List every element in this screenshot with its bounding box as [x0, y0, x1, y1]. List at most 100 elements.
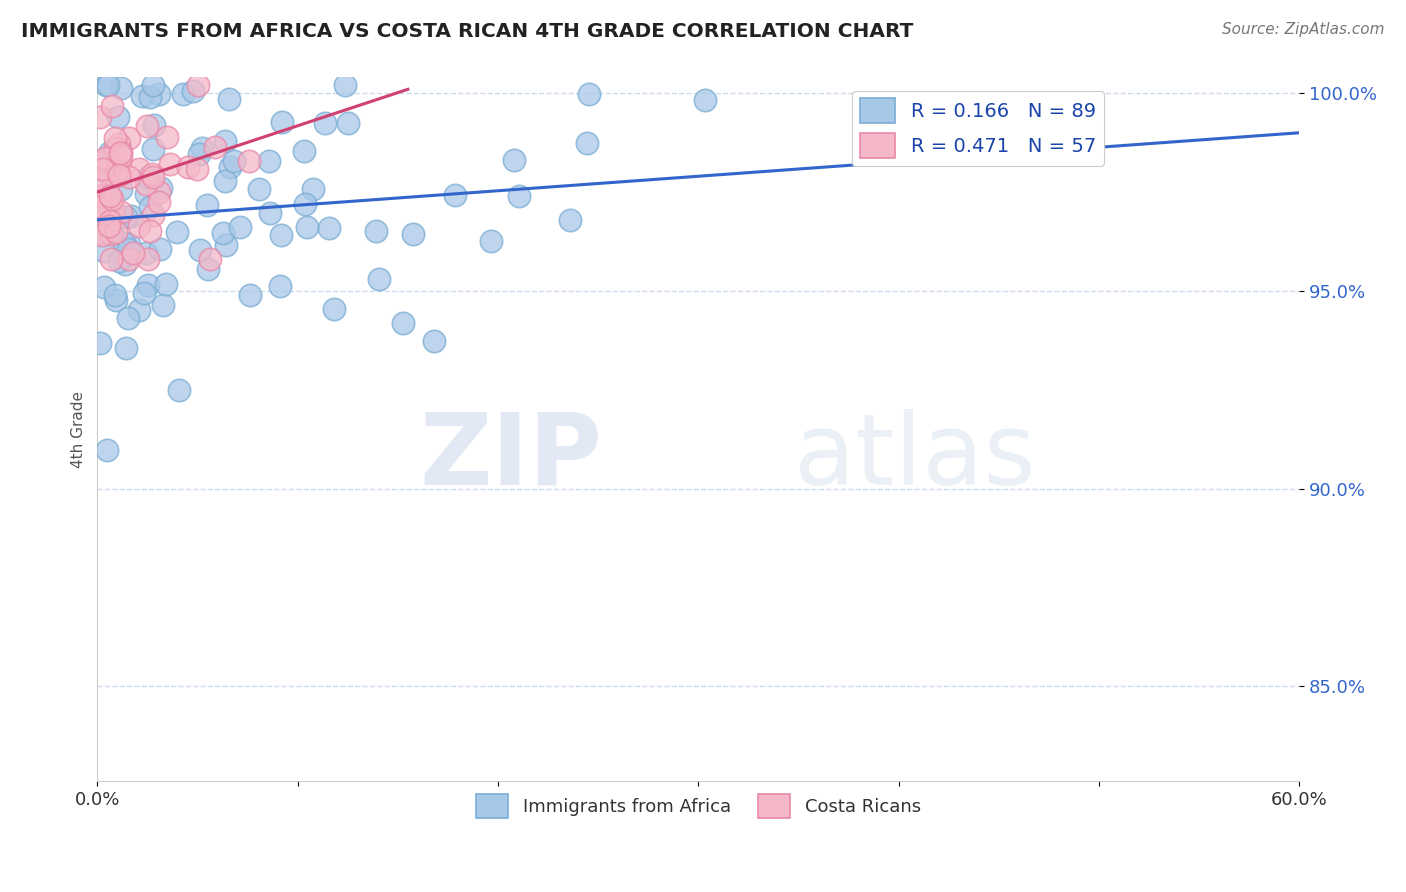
Point — [508, 188, 530, 202]
Point — [100, 227, 122, 241]
Point — [104, 288, 127, 302]
Point — [91, 162, 114, 177]
Point — [224, 154, 246, 169]
Point — [215, 238, 238, 252]
Point — [186, 162, 208, 177]
Point — [693, 93, 716, 107]
Point — [93, 244, 115, 259]
Point — [98, 219, 121, 233]
Point — [136, 277, 159, 292]
Point — [148, 185, 170, 199]
Point — [114, 341, 136, 355]
Point — [136, 169, 159, 184]
Point — [270, 227, 292, 242]
Point — [166, 226, 188, 240]
Point — [135, 119, 157, 133]
Point — [104, 131, 127, 145]
Point — [128, 302, 150, 317]
Point — [156, 129, 179, 144]
Point — [122, 245, 145, 260]
Point — [97, 165, 120, 179]
Point — [117, 252, 139, 267]
Point — [135, 186, 157, 201]
Point — [141, 78, 163, 93]
Point — [578, 87, 600, 101]
Point — [292, 144, 315, 158]
Point — [333, 78, 356, 93]
Point — [94, 151, 117, 165]
Point — [98, 145, 121, 159]
Point — [96, 166, 118, 180]
Point — [91, 214, 114, 228]
Point — [108, 155, 131, 169]
Point — [558, 213, 581, 227]
Point — [214, 174, 236, 188]
Point — [93, 203, 115, 218]
Point — [219, 160, 242, 174]
Point — [87, 200, 110, 214]
Point — [142, 169, 165, 184]
Point — [302, 182, 325, 196]
Point — [366, 223, 388, 237]
Point — [402, 227, 425, 241]
Point — [110, 81, 132, 95]
Point — [176, 161, 198, 175]
Point — [172, 87, 194, 102]
Point — [118, 169, 141, 184]
Point — [294, 197, 316, 211]
Point — [101, 98, 124, 112]
Point — [479, 234, 502, 248]
Point — [197, 262, 219, 277]
Y-axis label: 4th Grade: 4th Grade — [72, 391, 86, 467]
Point — [247, 182, 270, 196]
Point — [101, 203, 124, 218]
Point — [120, 209, 142, 223]
Point — [155, 277, 177, 292]
Point — [108, 168, 131, 182]
Point — [96, 442, 118, 457]
Point — [149, 242, 172, 256]
Point — [100, 226, 122, 240]
Point — [148, 195, 170, 210]
Point — [110, 205, 132, 219]
Point — [503, 153, 526, 167]
Point — [187, 147, 209, 161]
Point — [323, 301, 346, 316]
Point — [576, 136, 599, 150]
Point — [295, 220, 318, 235]
Point — [142, 208, 165, 222]
Point — [118, 131, 141, 145]
Text: ZIP: ZIP — [419, 409, 602, 506]
Point — [89, 227, 111, 241]
Point — [138, 90, 160, 104]
Point — [138, 224, 160, 238]
Point — [136, 252, 159, 267]
Point — [101, 192, 124, 206]
Point — [167, 383, 190, 397]
Point — [259, 205, 281, 219]
Point — [392, 316, 415, 330]
Point — [141, 168, 163, 182]
Point — [218, 93, 240, 107]
Point — [195, 198, 218, 212]
Point — [104, 225, 127, 239]
Point — [89, 188, 111, 202]
Point — [117, 310, 139, 325]
Point — [148, 87, 170, 102]
Point — [117, 237, 139, 252]
Point — [117, 242, 139, 256]
Point — [90, 228, 112, 243]
Point — [159, 157, 181, 171]
Point — [190, 140, 212, 154]
Point — [336, 116, 359, 130]
Point — [107, 111, 129, 125]
Point — [110, 181, 132, 195]
Point — [90, 153, 112, 168]
Point — [115, 211, 138, 225]
Point — [271, 115, 294, 129]
Point — [94, 188, 117, 202]
Point — [98, 189, 121, 203]
Point — [188, 243, 211, 257]
Point — [228, 220, 250, 235]
Point — [107, 154, 129, 169]
